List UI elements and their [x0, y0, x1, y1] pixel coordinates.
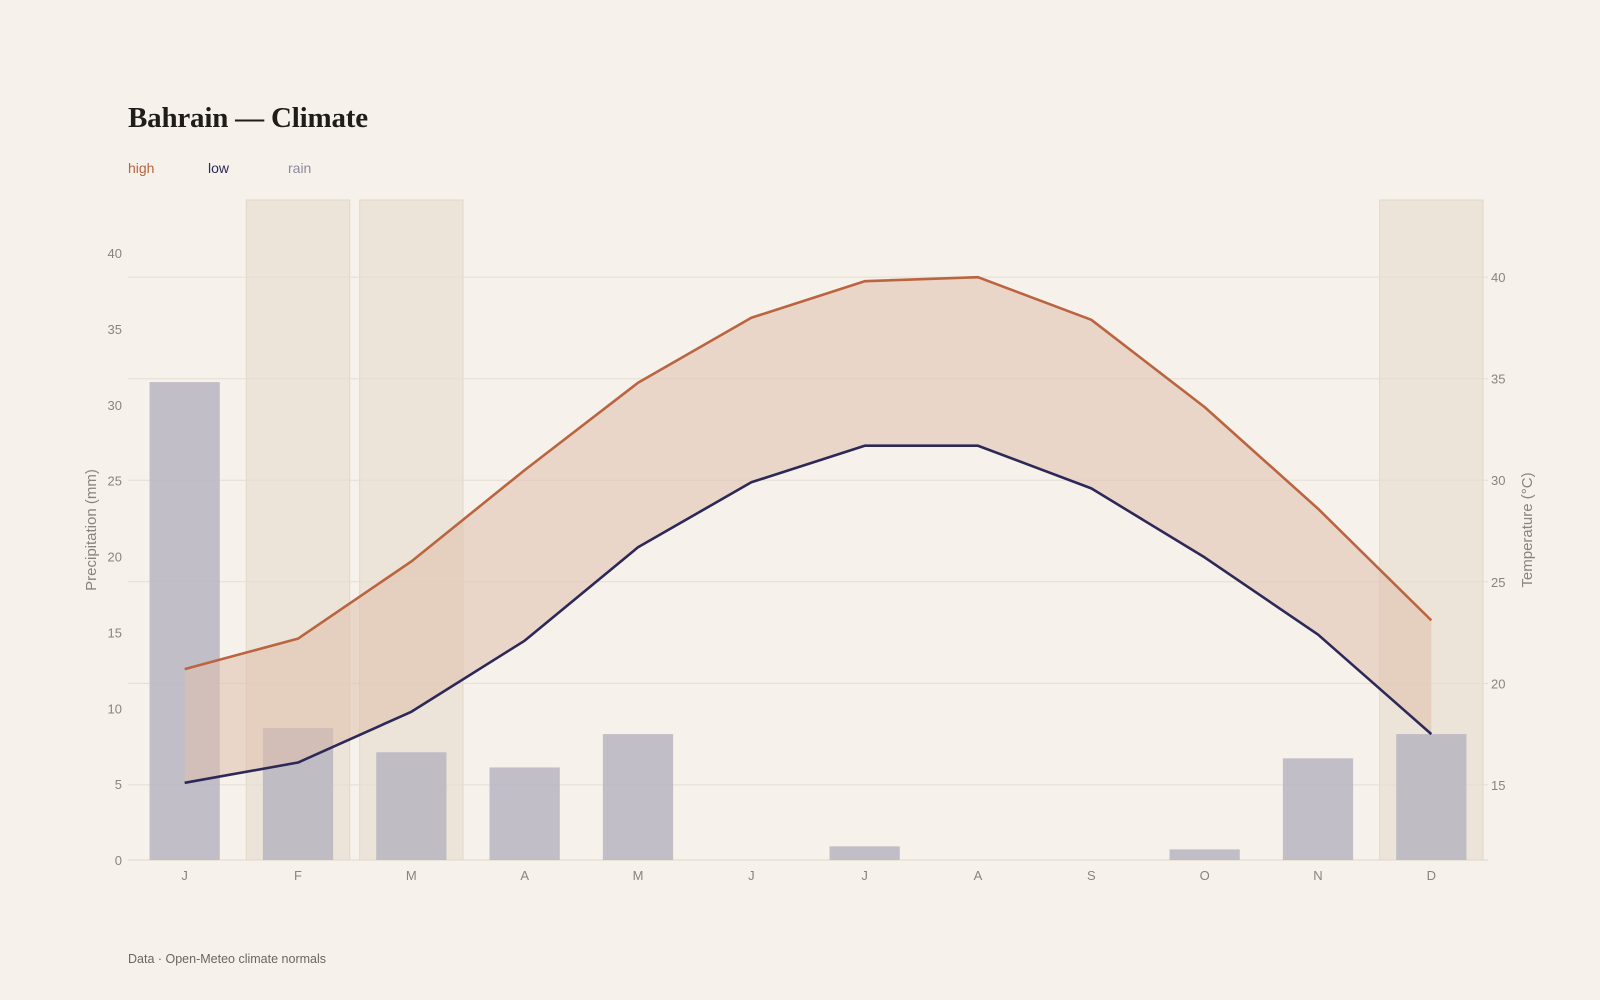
legend-item-low: low — [208, 160, 230, 176]
low-temperature-line — [184, 444, 1433, 785]
rain-bar-J-6 — [829, 846, 900, 860]
left-tick-30: 30 — [108, 398, 122, 413]
x-tick-4: M — [633, 868, 644, 883]
rain-bar-J-0 — [149, 382, 220, 860]
right-tick-35: 35 — [1491, 372, 1505, 387]
right-axis-title: Temperature (°C) — [1519, 472, 1536, 587]
x-tick-1: F — [294, 868, 302, 883]
temperature-band — [184, 277, 1432, 783]
chart-title: Bahrain — Climate — [128, 102, 368, 134]
right-tick-25: 25 — [1491, 575, 1505, 590]
highlight-band-2 — [359, 199, 464, 861]
left-tick-10: 10 — [108, 701, 122, 716]
x-tick-11: D — [1427, 868, 1436, 883]
legend-item-high: high — [128, 160, 155, 176]
data-source-note: Data · Open-Meteo climate normals — [128, 952, 326, 966]
rain-bar-A-3 — [489, 767, 560, 860]
rain-bars — [149, 382, 1467, 860]
left-tick-0: 0 — [115, 853, 122, 868]
x-tick-8: S — [1087, 868, 1096, 883]
legend: high low rain — [128, 160, 368, 176]
x-tick-5: J — [748, 868, 755, 883]
high-temperature-line — [184, 275, 1433, 671]
high-low-range-area — [184, 277, 1432, 783]
left-tick-20: 20 — [108, 550, 122, 565]
x-tick-2: M — [406, 868, 417, 883]
right-tick-40: 40 — [1491, 270, 1505, 285]
rain-bar-O-9 — [1169, 849, 1240, 860]
rain-bar-M-4 — [602, 734, 674, 860]
left-tick-35: 35 — [108, 322, 122, 337]
temperature-lines — [184, 275, 1433, 785]
right-tick-15: 15 — [1491, 778, 1505, 793]
rain-bar-D-11 — [1396, 734, 1467, 860]
axes: 0 5 10 15 20 25 30 35 40 15 20 25 30 35 40 J F M A M J J A S O N D… — [83, 246, 1536, 883]
left-tick-25: 25 — [108, 474, 122, 489]
x-tick-7: A — [974, 868, 983, 883]
rain-bar-N-10 — [1282, 758, 1354, 860]
rain-bar-M-2 — [376, 752, 447, 860]
left-tick-5: 5 — [115, 777, 122, 792]
x-tick-10: N — [1313, 868, 1322, 883]
left-tick-15: 15 — [108, 625, 122, 640]
x-tick-9: O — [1200, 868, 1210, 883]
legend-item-rain: rain — [288, 160, 312, 176]
x-tick-0: J — [181, 868, 188, 883]
left-axis-title: Precipitation (mm) — [83, 469, 100, 591]
x-tick-6: J — [861, 868, 868, 883]
right-tick-30: 30 — [1491, 473, 1505, 488]
x-tick-3: A — [520, 868, 529, 883]
left-tick-40: 40 — [108, 246, 122, 261]
right-tick-20: 20 — [1491, 676, 1505, 691]
